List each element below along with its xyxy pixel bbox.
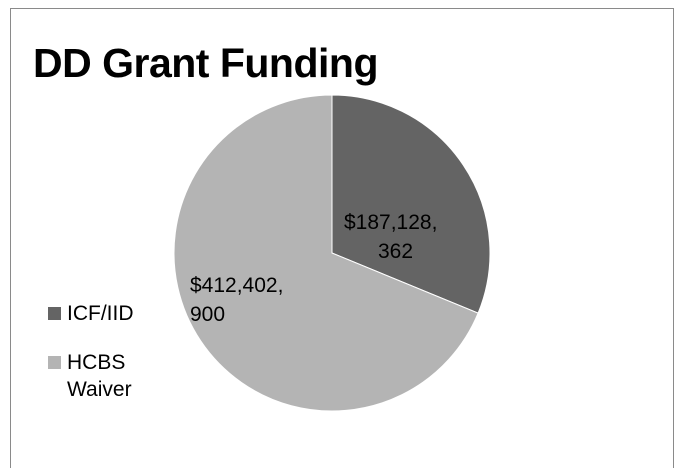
legend-label-hcbs-waiver: HCBS Waiver (67, 351, 132, 401)
legend-label-icf-iid: ICF/IID (67, 302, 134, 325)
data-label-hcbs-waiver: $412,402, 900 (190, 274, 289, 326)
chart-title: DD Grant Funding (33, 40, 379, 86)
slice-icf-iid (331, 94, 491, 314)
legend-item-hcbs-waiver: HCBS Waiver (48, 349, 157, 403)
data-label-icf-iid-line1: $187,128, (344, 211, 437, 234)
data-label-hcbs-waiver-line1: $412,402, (190, 274, 283, 297)
legend-swatch-icf-iid (48, 307, 61, 320)
legend: ICF/IID HCBS Waiver (48, 300, 157, 425)
data-label-icf-iid-line2: 362 (378, 240, 413, 263)
legend-item-icf-iid: ICF/IID (48, 300, 157, 327)
data-label-icf-iid: $187,128, 362 (344, 211, 443, 263)
legend-swatch-hcbs-waiver (48, 356, 61, 369)
chart-frame (10, 8, 674, 468)
data-label-hcbs-waiver-line2: 900 (190, 303, 225, 326)
slice-hcbs-waiver (173, 94, 479, 412)
